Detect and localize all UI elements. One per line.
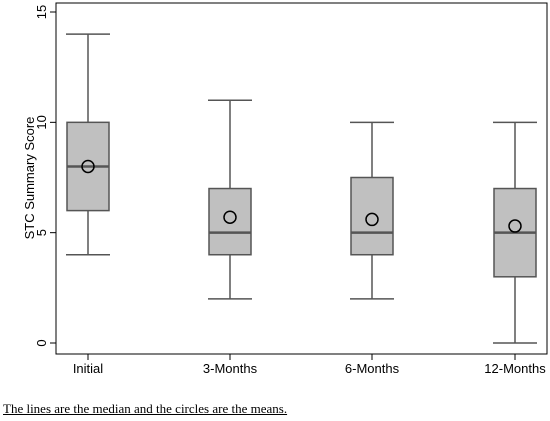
x-tick-label: 6-Months	[345, 361, 400, 376]
box-6-months	[350, 121, 394, 300]
y-tick-label: 5	[34, 229, 49, 236]
y-tick-label: 0	[34, 339, 49, 346]
x-tick-label: 3-Months	[203, 361, 258, 376]
mean-marker	[223, 210, 237, 224]
plot-frame	[55, 2, 548, 355]
mean-marker	[508, 219, 522, 233]
box-series	[66, 33, 537, 344]
mean-marker	[81, 159, 95, 174]
y-axis-ticks: 0 5 10 15	[34, 5, 56, 347]
mean-marker	[365, 212, 379, 227]
y-axis-title: STC Summary Score	[22, 117, 37, 240]
x-tick-label: 12-Months	[484, 361, 546, 376]
iqr-box	[208, 187, 252, 256]
x-tick-label: Initial	[73, 361, 103, 376]
box-3-months	[208, 99, 252, 300]
box-initial	[66, 33, 110, 256]
x-axis-ticks: Initial 3-Months 6-Months 12-Months	[73, 354, 546, 376]
chart-caption: The lines are the median and the circles…	[3, 401, 288, 416]
y-tick-label: 15	[34, 5, 49, 19]
box-12-months	[493, 121, 537, 344]
iqr-box	[350, 176, 394, 256]
y-tick-label: 10	[34, 115, 49, 129]
